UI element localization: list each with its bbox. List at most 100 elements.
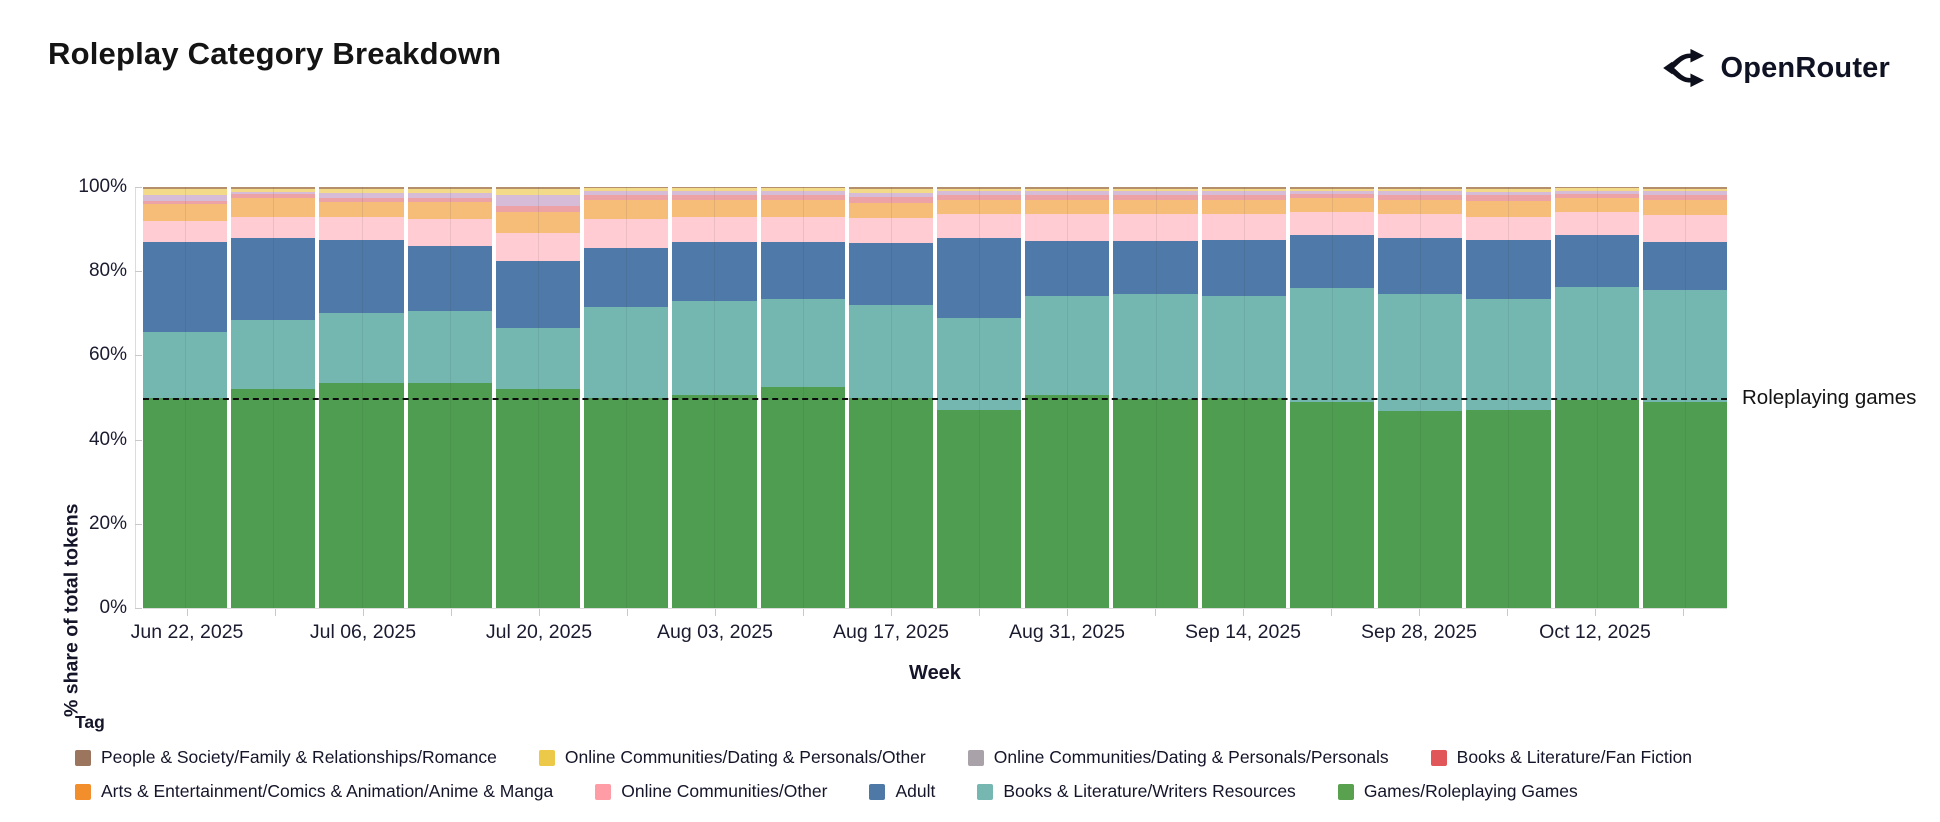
bar-segment[interactable] [495,260,581,329]
bar-segment[interactable] [1378,237,1463,295]
legend-item[interactable]: Adult [869,781,935,802]
bar-segment[interactable] [1466,410,1551,608]
bar-week[interactable] [231,187,316,608]
bar-segment[interactable] [760,241,845,299]
bar-segment[interactable] [936,199,1022,215]
bar-segment[interactable] [1289,235,1375,289]
bar-segment[interactable] [143,203,228,221]
bar-segment[interactable] [848,217,933,243]
bar-segment[interactable] [1113,399,1198,608]
bar-segment[interactable] [1642,215,1727,242]
bar-segment[interactable] [143,332,228,398]
bar-segment[interactable] [1554,198,1639,213]
bar-segment[interactable] [319,216,404,240]
bar-segment[interactable] [584,218,669,249]
bar-segment[interactable] [231,237,316,320]
bar-segment[interactable] [1025,395,1110,608]
bar-week[interactable] [1642,187,1727,608]
bar-segment[interactable] [1201,199,1286,214]
bar-segment[interactable] [319,201,404,217]
bar-segment[interactable] [848,242,933,305]
bar-segment[interactable] [1201,213,1286,241]
bar-segment[interactable] [760,298,845,387]
bar-week[interactable] [1113,187,1198,608]
bar-segment[interactable] [848,196,933,204]
bar-segment[interactable] [584,199,669,219]
bar-segment[interactable] [760,216,845,242]
bar-segment[interactable] [1554,212,1639,235]
bar-segment[interactable] [407,245,492,312]
bar-segment[interactable] [143,220,228,242]
legend-item[interactable]: Online Communities/Dating & Personals/Pe… [967,747,1389,768]
bar-week[interactable] [672,187,757,608]
legend-item[interactable]: Books & Literature/Fan Fiction [1430,747,1692,768]
bar-segment[interactable] [495,233,581,261]
bar-segment[interactable] [1025,240,1110,297]
bar-week[interactable] [143,187,228,608]
bar-segment[interactable] [1466,298,1551,411]
bar-segment[interactable] [231,389,316,608]
bar-segment[interactable] [1201,240,1286,296]
bar-week[interactable] [1378,187,1463,608]
bar-segment[interactable] [1554,234,1639,288]
bar-segment[interactable] [1554,287,1639,401]
bar-segment[interactable] [1025,214,1110,241]
bar-segment[interactable] [1289,401,1375,608]
bar-segment[interactable] [231,216,316,238]
bar-segment[interactable] [1642,199,1727,216]
bar-segment[interactable] [1289,197,1375,213]
bar-segment[interactable] [495,389,581,608]
bar-segment[interactable] [672,300,757,396]
bar-segment[interactable] [760,199,845,217]
bar-segment[interactable] [1642,241,1727,290]
bar-segment[interactable] [1642,289,1727,402]
bar-segment[interactable] [1113,199,1198,215]
bar-segment[interactable] [1289,212,1375,236]
legend-item[interactable]: Online Communities/Other [595,781,827,802]
bar-week[interactable] [760,187,845,608]
bar-segment[interactable] [319,382,404,608]
bar-segment[interactable] [584,307,669,398]
bar-segment[interactable] [407,311,492,383]
bar-segment[interactable] [760,386,845,608]
bar-segment[interactable] [231,198,316,217]
bar-segment[interactable] [143,397,228,608]
bar-segment[interactable] [1378,410,1463,608]
bar-segment[interactable] [1201,295,1286,398]
bar-segment[interactable] [1113,293,1198,400]
bar-segment[interactable] [495,328,581,390]
bar-week[interactable] [407,187,492,608]
bar-segment[interactable] [407,382,492,608]
bar-segment[interactable] [1466,200,1551,217]
bar-segment[interactable] [1025,296,1110,396]
bar-segment[interactable] [1289,288,1375,402]
bar-segment[interactable] [936,410,1022,608]
bar-segment[interactable] [672,241,757,301]
bar-segment[interactable] [1378,214,1463,238]
bar-segment[interactable] [407,201,492,219]
bar-segment[interactable] [848,203,933,218]
bar-segment[interactable] [1201,397,1286,608]
bar-segment[interactable] [495,195,581,206]
bar-week[interactable] [1289,187,1375,608]
bar-segment[interactable] [1466,216,1551,240]
legend-item[interactable]: Books & Literature/Writers Resources [977,781,1296,802]
bar-week[interactable] [1466,187,1551,608]
bar-week[interactable] [936,187,1022,608]
legend-item[interactable]: Arts & Entertainment/Comics & Animation/… [75,781,553,802]
bar-segment[interactable] [936,214,1022,238]
bar-segment[interactable] [1025,199,1110,215]
bar-segment[interactable] [848,304,933,398]
legend-item[interactable]: Games/Roleplaying Games [1337,781,1578,802]
bar-segment[interactable] [1642,401,1727,608]
bar-segment[interactable] [1554,400,1639,608]
bar-segment[interactable] [407,218,492,246]
bar-week[interactable] [495,187,581,608]
bar-segment[interactable] [1113,240,1198,294]
bar-week[interactable] [1201,187,1286,608]
bar-segment[interactable] [495,212,581,234]
bar-segment[interactable] [1378,199,1463,215]
bar-segment[interactable] [848,397,933,608]
bar-segment[interactable] [936,237,1022,318]
legend-item[interactable]: People & Society/Family & Relationships/… [75,747,497,768]
